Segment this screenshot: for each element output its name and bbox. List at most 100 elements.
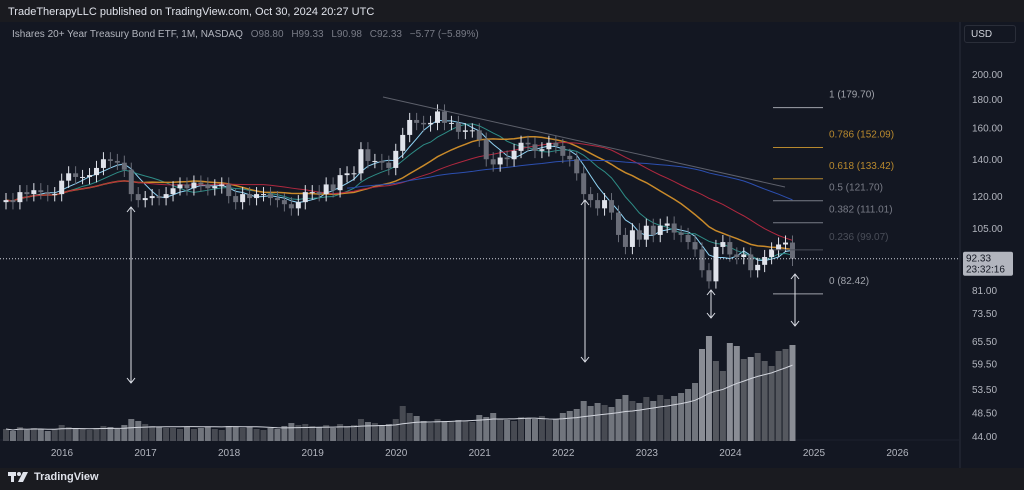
fib-level-label: 0.786 (152.09) (829, 129, 894, 140)
candle-body (720, 242, 726, 247)
volume-bar (434, 419, 441, 441)
candle-body (539, 149, 545, 151)
volume-bar (622, 395, 629, 441)
candle-body (685, 234, 691, 243)
y-tick-label: 120.00 (972, 192, 1003, 203)
volume-bar (190, 429, 197, 441)
volume-bar (260, 430, 267, 441)
volume-bar (16, 427, 23, 441)
volume-bar (309, 426, 316, 441)
volume-bar (295, 425, 302, 441)
candle-body (421, 122, 427, 125)
volume-bar (351, 425, 357, 441)
trend-line (382, 96, 786, 188)
volume-bar (685, 389, 692, 441)
candle-body (309, 192, 315, 194)
candle-body (358, 149, 364, 174)
volume-bar (518, 417, 525, 441)
candle-body (163, 194, 169, 199)
tradingview-logo[interactable]: TradingView (8, 471, 99, 483)
volume-bar (37, 429, 44, 441)
candle-body (393, 150, 399, 168)
candle-body (699, 249, 705, 271)
volume-bar (337, 424, 344, 441)
volume-bar (664, 399, 671, 441)
volume-bar (239, 428, 246, 441)
y-tick-label: 200.00 (972, 70, 1003, 81)
volume-bar (789, 345, 796, 441)
arrow-head (790, 273, 800, 327)
volume-bar (594, 403, 601, 441)
candle-body (671, 223, 677, 233)
candle-body (636, 230, 642, 240)
candle-body (713, 246, 719, 282)
volume-bar (608, 407, 615, 441)
volume-bar (79, 429, 86, 441)
candle-body (219, 184, 225, 187)
volume-bar (107, 427, 114, 441)
volume-bar (211, 429, 218, 441)
volume-bar (768, 366, 775, 441)
x-tick-label: 2016 (51, 448, 74, 459)
volume-bar (392, 419, 399, 441)
volume-bar (170, 428, 177, 441)
candle-body (789, 242, 795, 259)
volume-bar (177, 429, 183, 441)
volume-bar (197, 428, 204, 441)
volume-bar (699, 349, 705, 441)
candle-body (93, 167, 99, 176)
candle-body (643, 225, 649, 240)
x-tick-label: 2019 (302, 448, 325, 459)
y-tick-label: 105.00 (972, 224, 1003, 235)
candle-body (330, 184, 336, 191)
x-tick-label: 2023 (636, 448, 659, 459)
candle-body (261, 194, 267, 196)
candle-body (31, 190, 37, 195)
candle-body (177, 184, 183, 189)
symbol-name: Ishares 20+ Year Treasury Bond ETF, 1M, … (12, 29, 243, 40)
volume-bar (156, 427, 163, 441)
candle-body (546, 142, 552, 150)
last-price-label: 92.33 (966, 254, 991, 265)
currency-button[interactable]: USD (964, 25, 1016, 43)
volume-bar (23, 430, 30, 441)
candle-body (316, 192, 322, 195)
candle-body (365, 149, 371, 161)
candle-body (52, 194, 58, 196)
volume-bar (483, 417, 490, 441)
volume-bar (218, 430, 225, 441)
volume-bar (232, 427, 239, 441)
x-tick-label: 2021 (469, 448, 492, 459)
chart-panel[interactable] (0, 22, 1024, 468)
candle-body (107, 159, 113, 161)
y-tick-label: 48.50 (972, 409, 997, 420)
volume-bar (3, 429, 9, 441)
volume-bar (761, 361, 768, 441)
candle-body (414, 119, 420, 123)
volume-bar (406, 413, 413, 441)
volume-bar (504, 420, 511, 441)
fib-level-label: 0.618 (133.42) (829, 161, 894, 172)
high-value: H99.33 (291, 29, 324, 40)
candle-body (191, 182, 197, 189)
candle-body (351, 173, 357, 175)
volume-bar (267, 428, 274, 441)
volume-bar (344, 426, 351, 441)
volume-bar (427, 423, 434, 441)
candle-body (595, 200, 601, 209)
x-tick-label: 2020 (385, 448, 408, 459)
volume-bar (643, 397, 650, 441)
candle-body (254, 194, 260, 199)
candle-body (205, 184, 211, 189)
candle-body (247, 194, 253, 199)
volume-bar (782, 349, 789, 441)
arrow-head (706, 289, 716, 319)
candle-body (511, 150, 517, 160)
volume-bar (281, 426, 288, 441)
volume-bar (163, 428, 170, 441)
candle-body (553, 142, 559, 146)
candle-body (755, 264, 761, 271)
y-tick-label: 59.50 (972, 360, 997, 371)
volume-bar (72, 428, 79, 441)
